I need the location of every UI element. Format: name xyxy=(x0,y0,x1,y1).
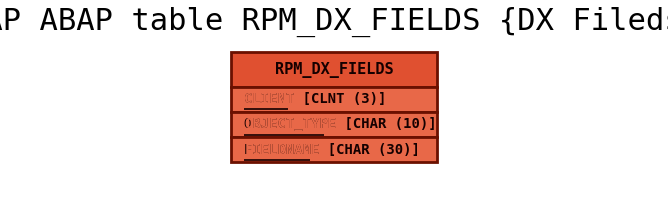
Bar xyxy=(231,137,437,162)
Bar xyxy=(231,112,437,137)
Text: CLIENT: CLIENT xyxy=(244,92,295,106)
Text: OBJECT_TYPE: OBJECT_TYPE xyxy=(244,117,337,131)
Text: SAP ABAP table RPM_DX_FIELDS {DX Fileds}: SAP ABAP table RPM_DX_FIELDS {DX Fileds} xyxy=(0,7,668,37)
Text: OBJECT_TYPE [CHAR (10)]: OBJECT_TYPE [CHAR (10)] xyxy=(244,117,437,131)
Text: CLIENT [CLNT (3)]: CLIENT [CLNT (3)] xyxy=(244,92,387,106)
Text: FIELDNAME [CHAR (30)]: FIELDNAME [CHAR (30)] xyxy=(244,142,420,157)
Bar xyxy=(231,87,437,112)
Text: RPM_DX_FIELDS: RPM_DX_FIELDS xyxy=(275,61,393,78)
Text: FIELDNAME: FIELDNAME xyxy=(244,142,320,157)
Bar xyxy=(231,52,437,87)
